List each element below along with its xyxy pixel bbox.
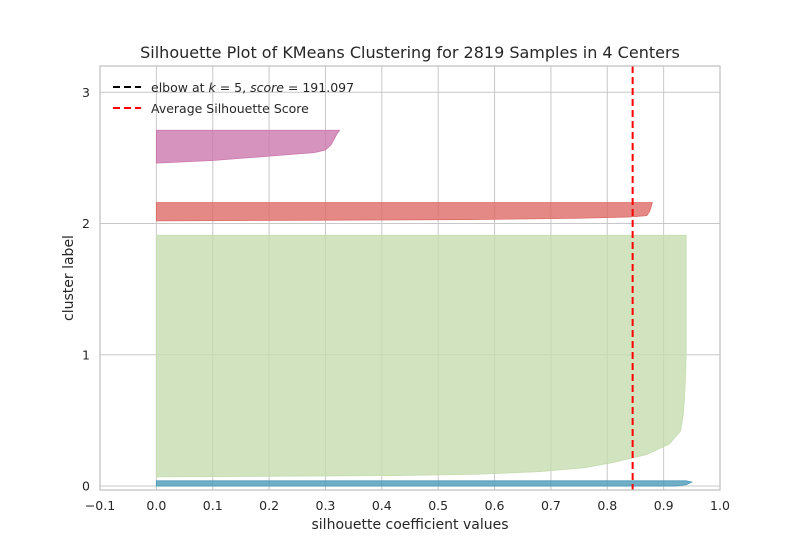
legend-elbow-k-symbol: k xyxy=(208,80,216,95)
x-tick-label: 0.7 xyxy=(541,498,561,513)
y-tick-label: 1 xyxy=(82,347,90,362)
x-tick-label: 0.5 xyxy=(428,498,448,513)
x-tick-label: 0.3 xyxy=(316,498,336,513)
x-tick-label: 0.4 xyxy=(372,498,392,513)
silhouette-areas xyxy=(155,129,694,487)
silhouette-area-cluster-0 xyxy=(155,480,694,487)
silhouette-area-cluster-1 xyxy=(155,234,687,478)
y-axis-label: cluster label xyxy=(61,235,77,321)
y-tick-label: 3 xyxy=(82,85,90,100)
plot-frame xyxy=(99,65,721,491)
legend-elbow-score-symbol: score xyxy=(250,80,284,95)
legend: elbow at k = 5, score = 191.097 Average … xyxy=(113,80,354,116)
x-tick-label: 1.0 xyxy=(710,498,730,513)
x-tick-label: 0.9 xyxy=(654,498,674,513)
x-tick-label: 0.6 xyxy=(485,498,505,513)
x-tick-label: 0.0 xyxy=(146,498,166,513)
legend-elbow-label: elbow at k = 5, score = 191.097 xyxy=(151,80,354,95)
x-axis-label: silhouette coefficient values xyxy=(312,517,509,533)
chart-title: Silhouette Plot of KMeans Clustering for… xyxy=(140,43,680,62)
y-tick-label: 0 xyxy=(82,479,90,494)
silhouette-area-cluster-2 xyxy=(155,202,653,222)
legend-elbow-prefix: elbow at xyxy=(151,80,208,95)
x-tick-label: 0.8 xyxy=(597,498,617,513)
y-tick-label: 2 xyxy=(82,216,90,231)
x-tick-label: −0.1 xyxy=(85,498,115,513)
silhouette-area-cluster-3 xyxy=(155,129,341,164)
tick-labels: −0.1 0.0 0.1 0.2 0.3 0.4 0.5 0.6 0.7 0.8 0.9 1.0 0 1 2… xyxy=(82,85,730,513)
legend-elbow-score-value: = 191.097 xyxy=(284,80,354,95)
x-tick-label: 0.2 xyxy=(259,498,279,513)
x-tick-label: 0.1 xyxy=(203,498,223,513)
legend-average-label: Average Silhouette Score xyxy=(151,101,309,116)
legend-elbow-k-value: = 5, xyxy=(216,80,250,95)
